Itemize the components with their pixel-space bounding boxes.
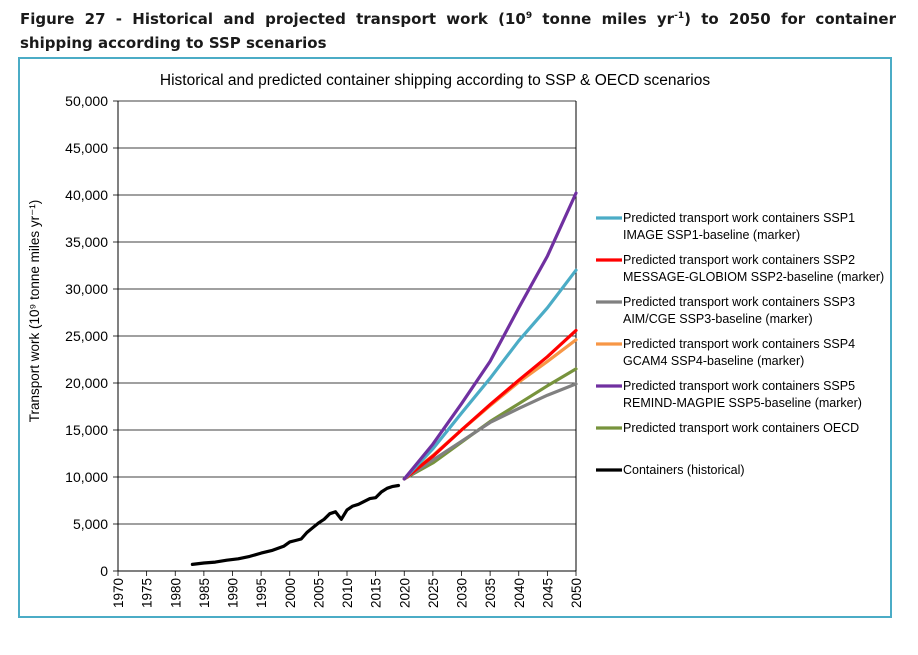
gridlines <box>113 100 576 572</box>
series-line-4 <box>402 191 578 481</box>
legend-label: Predicted transport work containers SSP5 <box>623 379 855 393</box>
x-tick-label: 2025 <box>426 578 441 608</box>
y-axis-label: Transport work (10⁹ tonne miles yr⁻¹) <box>27 200 42 422</box>
x-tick-labels: 1970 1975 1980 1985 1990 1995 2000 2005 2010 2015… <box>111 578 584 608</box>
x-tick-label: 2010 <box>340 578 355 608</box>
legend-label-line2: IMAGE SSP1-baseline (marker) <box>623 228 800 242</box>
y-tick-label: 30,000 <box>65 281 108 297</box>
y-tick-label: 20,000 <box>65 375 108 391</box>
x-tick-label: 2040 <box>512 578 527 608</box>
y-tick-label: 15,000 <box>65 422 108 438</box>
x-tick-label: 2015 <box>369 578 384 608</box>
series-line-1 <box>402 328 578 481</box>
caption-text: tonne miles yr <box>532 10 675 28</box>
legend-label-line2: MESSAGE-GLOBIOM SSP2-baseline (marker) <box>623 270 884 284</box>
x-tick-label: 1975 <box>140 578 155 608</box>
series-line-6 <box>190 483 401 567</box>
legend-label-line2: AIM/CGE SSP3-baseline (marker) <box>623 312 813 326</box>
x-tick-label: 2050 <box>569 578 584 608</box>
caption-superscript: 9 <box>525 11 533 21</box>
legend-label-line2: REMIND-MAGPIE SSP5-baseline (marker) <box>623 396 862 410</box>
y-tick-label: 25,000 <box>65 328 108 344</box>
legend-label: Predicted transport work containers SSP1 <box>623 211 855 225</box>
x-tick-label: 2030 <box>455 578 470 608</box>
y-tick-label: 5,000 <box>73 516 108 532</box>
x-tick-label: 2020 <box>397 578 412 608</box>
legend-label: Predicted transport work containers SSP2 <box>623 253 855 267</box>
series-line-2 <box>402 382 578 481</box>
chart-frame <box>18 57 892 618</box>
y-tick-label: 0 <box>100 563 108 579</box>
legend-label: Predicted transport work containers SSP3 <box>623 295 855 309</box>
caption-text: Figure 27 - Historical and projected tra… <box>20 10 526 28</box>
y-tick-labels: 0 5,000 10,000 15,000 20,000 25,000 30,000 35,0… <box>65 93 108 579</box>
x-tick-label: 1990 <box>226 578 241 608</box>
caption-text: ) to 2050 for container shipping accordi… <box>20 10 896 52</box>
legend-label-line2: GCAM4 SSP4-baseline (marker) <box>623 354 804 368</box>
caption-superscript: -1 <box>674 11 685 21</box>
y-tick-label: 35,000 <box>65 234 108 250</box>
legend-label: Predicted transport work containers OECD <box>623 421 859 435</box>
axes <box>117 101 577 576</box>
series-line-0 <box>402 268 578 481</box>
y-tick-label: 40,000 <box>65 187 108 203</box>
x-tick-label: 2045 <box>540 578 555 608</box>
x-tick-label: 1995 <box>254 578 269 608</box>
x-tick-label: 1970 <box>111 578 126 608</box>
y-tick-label: 45,000 <box>65 140 108 156</box>
legend-label: Predicted transport work containers SSP4 <box>623 337 855 351</box>
chart-title: Historical and predicted container shipp… <box>160 72 711 89</box>
figure-caption: Figure 27 - Historical and projected tra… <box>20 4 896 55</box>
legend: Predicted transport work containers SSP1… <box>596 211 884 477</box>
series-lines <box>190 191 578 567</box>
y-tick-label: 50,000 <box>65 93 108 109</box>
x-tick-label: 2005 <box>311 578 326 608</box>
y-tick-label: 10,000 <box>65 469 108 485</box>
x-tick-label: 1980 <box>168 578 183 608</box>
x-tick-label: 1985 <box>197 578 212 608</box>
x-tick-label: 2035 <box>483 578 498 608</box>
legend-label: Containers (historical) <box>623 463 745 477</box>
x-tick-label: 2000 <box>283 578 298 608</box>
